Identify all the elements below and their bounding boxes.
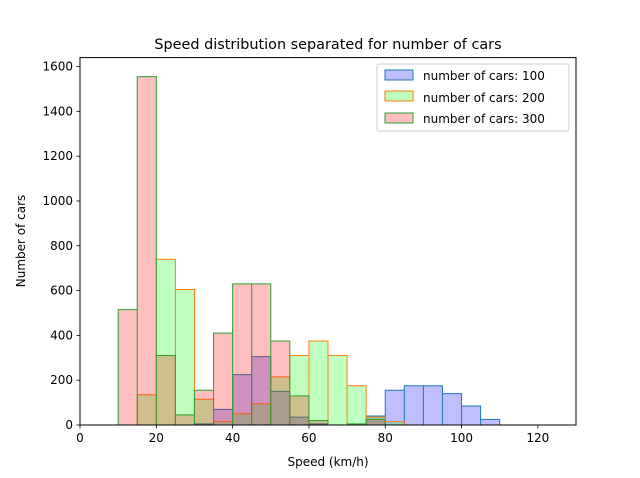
chart-title: Speed distribution separated for number … [154, 37, 501, 53]
legend: number of cars: 100 number of cars: 200 … [376, 63, 570, 132]
y-tick-label: 1400 [42, 104, 73, 118]
y-tick-label: 1600 [42, 60, 73, 74]
y-tick-label: 1200 [42, 149, 73, 163]
x-axis-ticks: 0 20 40 60 80 100 120 [76, 425, 549, 445]
y-tick-label: 600 [50, 284, 73, 298]
legend-box [376, 63, 570, 132]
y-axis-ticks: 0 200 400 600 800 1000 1200 1400 1600 [42, 60, 80, 432]
y-tick-label: 200 [50, 373, 73, 387]
y-axis-label: Number of cars [14, 195, 28, 288]
x-tick-label: 120 [526, 431, 549, 445]
plot-frame [79, 57, 577, 426]
series-2-fill [137, 259, 405, 425]
x-tick-label: 20 [149, 431, 164, 445]
x-tick-label: 0 [76, 431, 84, 445]
legend-label: number of cars: 300 [423, 112, 545, 126]
y-tick-label: 800 [50, 239, 73, 253]
x-tick-label: 40 [225, 431, 240, 445]
x-tick-label: 60 [301, 431, 316, 445]
x-tick-label: 80 [378, 431, 393, 445]
x-axis-label: Speed (km/h) [287, 455, 368, 469]
y-tick-label: 1000 [42, 194, 73, 208]
legend-label: number of cars: 200 [423, 91, 545, 105]
legend-swatch [384, 69, 414, 81]
legend-label: number of cars: 100 [423, 69, 545, 83]
y-tick-label: 400 [50, 328, 73, 342]
legend-swatch [384, 90, 414, 102]
x-tick-label: 100 [450, 431, 473, 445]
legend-swatch [384, 112, 414, 124]
y-tick-label: 0 [65, 418, 73, 432]
